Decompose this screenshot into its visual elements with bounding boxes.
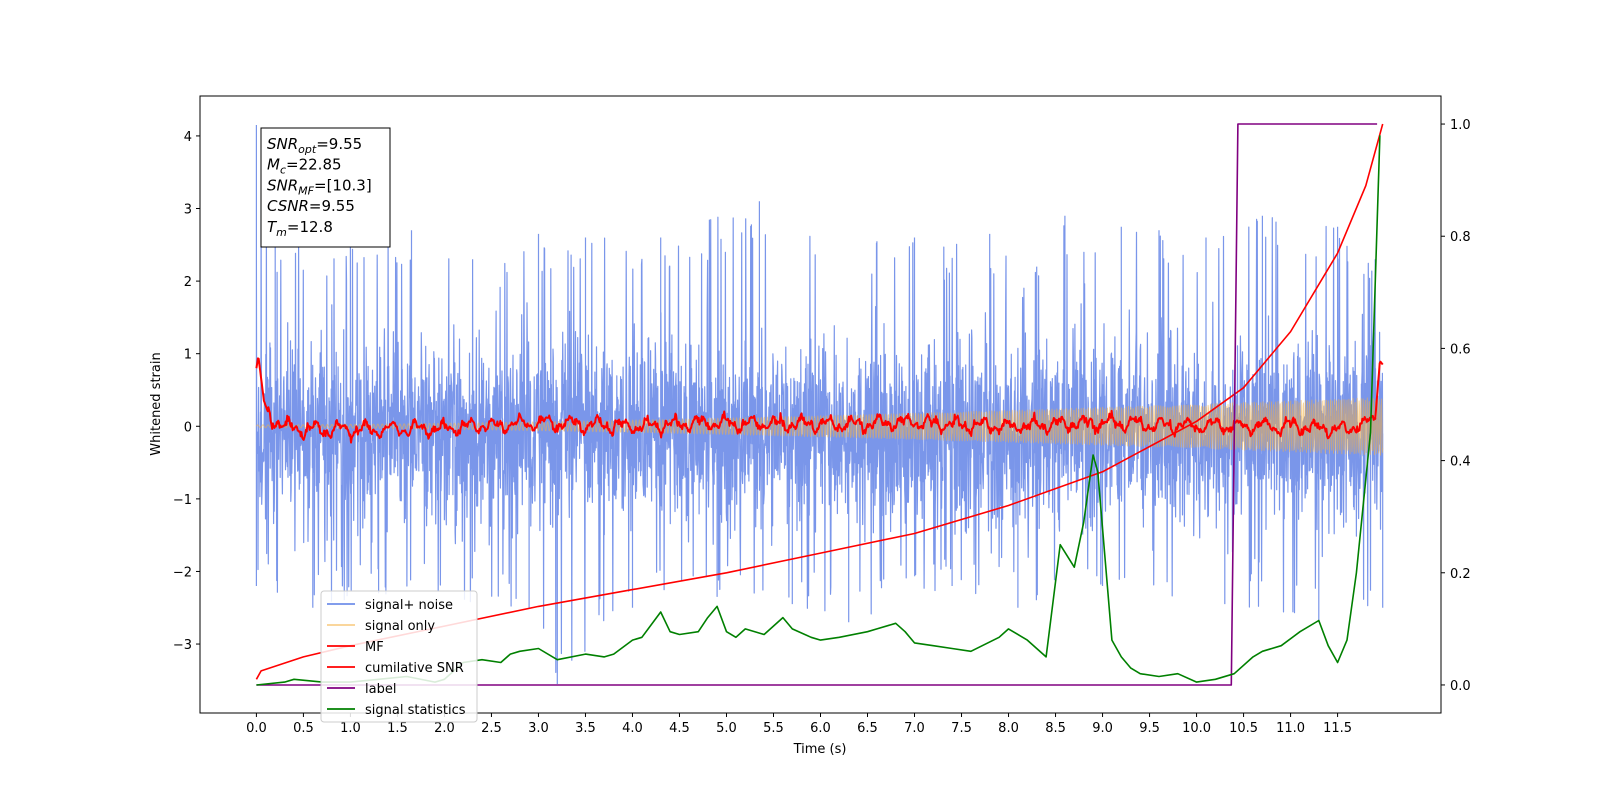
y-tick-label: −2: [173, 565, 192, 580]
y-tick-label: 3: [184, 203, 192, 218]
y2-tick-label: 0.2: [1450, 567, 1471, 582]
x-tick-label: 1.0: [340, 721, 361, 736]
annotation-box: SNRopt=9.55Mc=22.85SNRMF=[10.3]CSNR=9.55…: [260, 127, 391, 248]
x-tick-label: 4.5: [669, 721, 690, 736]
y-tick-label: 2: [184, 275, 192, 290]
y-axis-label: Whitened strain: [149, 352, 164, 455]
legend: signal+ noise signal only MF cumilative SNR…: [320, 590, 478, 723]
x-tick-label: 7.0: [904, 721, 925, 736]
y2-tick-label: 0.6: [1450, 342, 1471, 357]
x-axis-label: Time (s): [793, 742, 847, 757]
annotation-line: CSNR=9.55: [267, 197, 355, 215]
x-tick-label: 7.5: [951, 721, 972, 736]
x-tick-label: 9.5: [1139, 721, 1160, 736]
x-tick-label: 3.0: [528, 721, 549, 736]
y-tick-label: 1: [184, 348, 192, 363]
x-tick-label: 4.0: [622, 721, 643, 736]
annotation-line: Tm=12.8: [267, 218, 333, 239]
legend-frame: [320, 590, 478, 723]
series-line-signal-statistics: [256, 135, 1381, 686]
x-tick-label: 10.5: [1229, 721, 1258, 736]
x-tick-label: 5.5: [763, 721, 784, 736]
legend-label: signal+ noise: [365, 598, 453, 613]
x-tick-label: 0.0: [246, 721, 267, 736]
legend-label: MF: [365, 640, 384, 655]
y-tick-label: 4: [184, 130, 192, 145]
x-tick-label: 2.5: [481, 721, 502, 736]
x-tick-label: 8.5: [1045, 721, 1066, 736]
y-tick-label: −3: [173, 638, 192, 653]
legend-label: signal statistics: [365, 703, 466, 718]
x-tick-label: 10.0: [1182, 721, 1211, 736]
y-tick-label: 0: [184, 420, 192, 435]
annotation-line: SNRopt=9.55: [267, 135, 362, 156]
series-line-signal-only: [255, 397, 1384, 456]
annotation-line: SNRMF=[10.3]: [267, 176, 372, 197]
legend-label: label: [365, 682, 396, 697]
series-line-signal-noise: [255, 125, 1384, 684]
y2-tick-label: 0.4: [1450, 455, 1471, 470]
y2-tick-label: 1.0: [1450, 118, 1471, 133]
x-tick-label: 1.5: [387, 721, 408, 736]
axes-layer: 0.0 0.5 1.0 1.5 2.0 2.5 3.0 3.5 4.0 4.5 5.0 5.5 6.0 6…: [173, 118, 1471, 736]
x-tick-label: 0.5: [293, 721, 314, 736]
series-line-label: [256, 123, 1378, 686]
x-tick-label: 3.5: [575, 721, 596, 736]
legend-label: cumilative SNR: [365, 661, 464, 676]
legend-label: signal only: [365, 619, 435, 634]
x-tick-label: 9.0: [1092, 721, 1113, 736]
x-tick-label: 8.0: [998, 721, 1019, 736]
y2-tick-label: 0.0: [1450, 679, 1471, 694]
x-tick-label: 5.0: [716, 721, 737, 736]
y2-tick-label: 0.8: [1450, 230, 1471, 245]
x-tick-label: 11.0: [1276, 721, 1305, 736]
y-tick-label: −1: [173, 493, 192, 508]
x-tick-label: 6.5: [857, 721, 878, 736]
annotation-line: Mc=22.85: [267, 156, 342, 177]
annotation-frame: [260, 127, 391, 248]
x-tick-label: 2.0: [434, 721, 455, 736]
x-tick-label: 11.5: [1323, 721, 1352, 736]
series-line-mf: [255, 357, 1384, 444]
x-tick-label: 6.0: [810, 721, 831, 736]
